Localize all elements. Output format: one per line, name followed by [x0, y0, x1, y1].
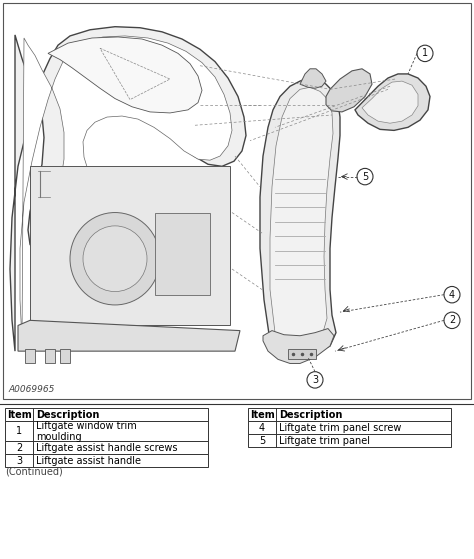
Bar [60, 349, 70, 363]
Circle shape [444, 286, 460, 303]
Circle shape [70, 212, 160, 305]
Text: Description: Description [36, 410, 100, 420]
Circle shape [444, 312, 460, 329]
Circle shape [357, 168, 373, 185]
Bar [155, 212, 210, 295]
Bar [30, 167, 230, 325]
Bar [248, 421, 451, 434]
Polygon shape [270, 87, 333, 344]
Text: Liftgate assist handle: Liftgate assist handle [36, 456, 141, 466]
Text: 5: 5 [362, 172, 368, 182]
Polygon shape [18, 320, 240, 351]
Polygon shape [300, 69, 326, 88]
Polygon shape [362, 81, 418, 123]
Text: A0069965: A0069965 [8, 385, 55, 394]
Text: 3: 3 [312, 375, 318, 385]
Circle shape [307, 372, 323, 388]
Polygon shape [260, 78, 340, 356]
Circle shape [417, 45, 433, 61]
Bar [5, 454, 208, 467]
Circle shape [83, 226, 147, 292]
Bar [25, 349, 35, 363]
Polygon shape [48, 37, 202, 113]
Text: 4: 4 [449, 290, 455, 300]
Polygon shape [20, 36, 232, 341]
Bar [45, 349, 55, 363]
Text: Item: Item [7, 410, 32, 420]
Text: 4: 4 [259, 423, 265, 433]
Text: 2: 2 [449, 315, 455, 325]
Polygon shape [326, 69, 372, 112]
Bar [5, 409, 208, 421]
Polygon shape [263, 329, 334, 363]
Text: Liftgate trim panel screw: Liftgate trim panel screw [279, 423, 401, 433]
Text: 1: 1 [422, 49, 428, 58]
Bar [5, 442, 208, 454]
Polygon shape [10, 27, 246, 351]
Bar [248, 409, 451, 421]
Text: Liftgate window trim
moulding: Liftgate window trim moulding [36, 420, 137, 442]
Text: Description: Description [279, 410, 342, 420]
Text: Liftgate assist handle screws: Liftgate assist handle screws [36, 443, 177, 453]
Text: (Continued): (Continued) [5, 466, 63, 476]
Polygon shape [355, 74, 430, 130]
Text: 3: 3 [16, 456, 22, 466]
Text: 2: 2 [16, 443, 22, 453]
Text: 5: 5 [259, 436, 265, 446]
Bar [5, 421, 208, 442]
Text: Liftgate trim panel: Liftgate trim panel [279, 436, 370, 446]
Text: 1: 1 [16, 427, 22, 437]
Bar [248, 434, 451, 447]
Text: Item: Item [250, 410, 275, 420]
Bar [288, 349, 316, 359]
